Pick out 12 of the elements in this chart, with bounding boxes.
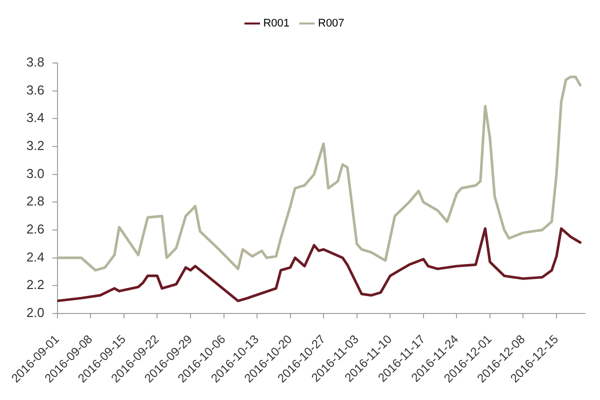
y-tick-label: 2.4 <box>26 249 44 264</box>
y-tick-label: 3.4 <box>26 110 44 126</box>
y-tick-label: 3.0 <box>26 166 44 181</box>
y-tick-label: 2.2 <box>26 277 44 292</box>
legend-label: R007 <box>318 18 344 30</box>
y-tick-label: 3.8 <box>26 54 44 70</box>
y-tick-label: 2.6 <box>26 222 44 237</box>
y-tick-label: 3.2 <box>26 138 44 154</box>
y-tick-label: 2.8 <box>26 194 44 209</box>
y-tick-label: 2.0 <box>26 304 44 320</box>
y-tick-label: 3.6 <box>26 82 44 98</box>
legend-label: R001 <box>263 18 290 30</box>
